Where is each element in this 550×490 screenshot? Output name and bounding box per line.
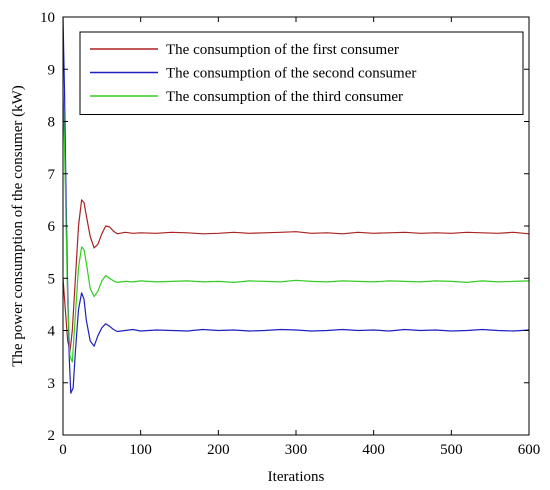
y-tick-label: 4 [48, 324, 56, 340]
x-tick-label: 500 [440, 442, 463, 458]
legend-label-3: The consumption of the third consumer [166, 89, 403, 105]
series-line-2 [63, 17, 529, 394]
y-tick-label: 7 [48, 167, 56, 183]
x-tick-label: 600 [518, 442, 541, 458]
y-tick-label: 6 [48, 219, 56, 235]
y-tick-label: 8 [48, 115, 56, 131]
legend-label-2: The consumption of the second consumer [166, 66, 416, 82]
y-tick-label: 5 [48, 271, 56, 287]
x-axis-title: Iterations [268, 469, 325, 485]
series-line-1 [63, 199, 529, 352]
y-axis-title: The power consumption of the consumer (k… [10, 85, 26, 367]
x-tick-label: 400 [362, 442, 385, 458]
x-tick-label: 200 [207, 442, 230, 458]
x-tick-label: 100 [129, 442, 152, 458]
series-line-3 [63, 90, 529, 363]
legend: The consumption of the first consumer The… [79, 31, 524, 115]
y-tick-label: 10 [40, 10, 55, 26]
legend-label-1: The consumption of the first consumer [166, 42, 399, 58]
y-tick-label: 2 [48, 428, 56, 444]
ticks-layer: 0 100 200 300 400 500 600 2 3 4 5 6 7 8 9 10 [40, 10, 540, 458]
series-layer [63, 17, 529, 394]
y-tick-label: 9 [48, 62, 56, 78]
y-tick-label: 3 [48, 376, 56, 392]
x-tick-label: 0 [59, 442, 67, 458]
legend-box [79, 31, 524, 115]
x-tick-label: 300 [285, 442, 308, 458]
